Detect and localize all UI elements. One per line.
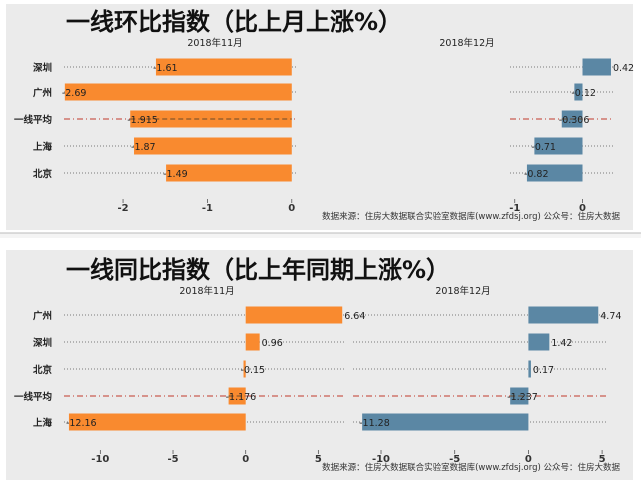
chart-2-bar: [528, 306, 599, 324]
chart-1-bar: [64, 83, 292, 101]
chart-1-data-label: -1.49: [163, 169, 188, 180]
chart-2-data-label: 0.96: [262, 338, 283, 349]
chart-1-data-label: -1.915: [127, 115, 158, 126]
chart-1-data-label: 0.42: [613, 63, 634, 74]
chart-1-category-label: 上海: [33, 141, 53, 153]
chart-1-bar: [155, 58, 292, 76]
chart-2-category-label: 深圳: [33, 337, 52, 349]
chart-1-category-label: 北京: [33, 168, 53, 180]
chart-2-category-label: 北京: [33, 364, 53, 376]
chart-2-data-label: -11.28: [359, 418, 390, 429]
chart-1-tick-label: -1: [202, 203, 213, 214]
chart-1-tick-label: 0: [579, 203, 586, 214]
chart-2-bar: [528, 333, 550, 351]
panel-separator: [0, 233, 641, 238]
chart-1-panel: [6, 4, 633, 230]
chart-1-bar: [574, 83, 583, 101]
chart-2-bar: [362, 413, 529, 431]
chart-1-facet-title-left: 2018年11月: [187, 37, 242, 49]
chart-2-data-label: -1.237: [507, 392, 538, 403]
chart-2-bar: [68, 413, 246, 431]
chart-1-tick-label: -1: [509, 203, 520, 214]
chart-2-tick-label: -10: [372, 454, 390, 465]
chart-2-source: 数据来源：住房大数据联合实验室数据库(www.zfdsj.org) 公众号：住房…: [322, 462, 620, 473]
chart-1-tick-label: 0: [288, 203, 295, 214]
chart-2-tick-label: 0: [242, 454, 249, 465]
chart-1-data-label: -1.87: [131, 142, 156, 153]
chart-1-title: 一线环比指数（比上月上涨%）: [66, 8, 402, 36]
chart-2-data-label: -12.16: [66, 418, 97, 429]
chart-1-data-label: -0.306: [559, 115, 590, 126]
chart-1-data-label: -1.61: [153, 63, 178, 74]
chart-2-data-label: 6.64: [344, 311, 365, 322]
chart-2-tick-label: 5: [599, 454, 606, 465]
chart-1-source: 数据来源：住房大数据联合实验室数据库(www.zfdsj.org) 公众号：住房…: [322, 211, 620, 222]
chart-2-bar: [243, 360, 246, 378]
chart-2-bar: [245, 333, 260, 351]
chart-1-tick-label: -2: [117, 203, 128, 214]
chart-1-bar: [134, 137, 292, 155]
chart-2-data-label: 0.17: [533, 365, 554, 376]
chart-2-category-label: 广州: [33, 310, 52, 322]
chart-1-data-label: -0.12: [571, 88, 596, 99]
chart-1-category-label: 深圳: [33, 62, 52, 74]
chart-2-tick-label: -10: [91, 454, 109, 465]
chart-2-category-label: 上海: [33, 417, 53, 429]
chart-2-title: 一线同比指数（比上年同期上涨%）: [66, 256, 450, 284]
chart-2-data-label: 1.42: [551, 338, 572, 349]
chart-2-category-label: 一线平均: [14, 391, 53, 403]
chart-1-data-label: -2.69: [62, 88, 87, 99]
chart-2-data-label: -1.176: [226, 392, 257, 403]
chart-1-category-label: 广州: [33, 87, 52, 99]
chart-1-bar: [582, 58, 611, 76]
chart-2-tick-label: -5: [167, 454, 178, 465]
chart-2-tick-label: 5: [315, 454, 322, 465]
chart-1-data-label: -0.71: [531, 142, 556, 153]
chart-2-bar: [528, 360, 531, 378]
chart-2-facet-title-left: 2018年11月: [179, 285, 234, 297]
chart-2-data-label: -0.15: [241, 365, 266, 376]
chart-1-facet-title-right: 2018年12月: [439, 37, 494, 49]
chart-1-category-label: 一线平均: [14, 114, 53, 126]
chart-2-tick-label: -5: [449, 454, 460, 465]
chart-1-bar: [534, 137, 583, 155]
chart-1-bar: [526, 164, 583, 182]
chart-2-data-label: 4.74: [600, 311, 621, 322]
chart-1-bar: [166, 164, 292, 182]
chart-2-tick-label: 0: [525, 454, 532, 465]
chart-2-bar: [245, 306, 343, 324]
chart-2-facet-title-right: 2018年12月: [435, 285, 490, 297]
chart-1-data-label: -0.82: [524, 169, 549, 180]
